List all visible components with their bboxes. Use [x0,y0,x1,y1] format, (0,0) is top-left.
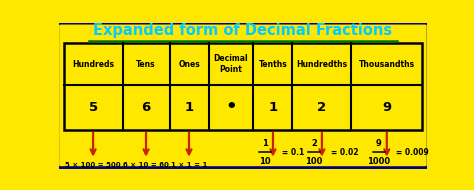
Text: 10: 10 [259,157,271,166]
FancyBboxPatch shape [57,23,428,168]
Text: 5: 5 [89,101,98,114]
Text: Decimal
Point: Decimal Point [214,54,248,74]
Text: 5 × 100 = 500: 5 × 100 = 500 [65,162,121,168]
Text: 1: 1 [262,139,268,148]
Text: Thousandths: Thousandths [359,60,415,69]
Text: = 0.009: = 0.009 [396,148,428,157]
Text: Hundreds: Hundreds [72,60,114,69]
Text: 9: 9 [382,101,392,114]
Text: Hundredths: Hundredths [296,60,347,69]
Text: = 0.1: = 0.1 [282,148,304,157]
Text: Tens: Tens [136,60,156,69]
Text: Ones: Ones [178,60,200,69]
Text: 9: 9 [376,139,382,148]
Text: 2: 2 [311,139,317,148]
Text: 1 × 1 = 1: 1 × 1 = 1 [171,162,207,168]
Text: Expanded form of Decimal Fractions: Expanded form of Decimal Fractions [93,23,392,38]
Bar [64,43,422,130]
Text: 1: 1 [184,101,193,114]
Text: 100: 100 [305,157,322,166]
Text: 2: 2 [318,101,327,114]
Text: 6: 6 [141,101,151,114]
Text: Tenths: Tenths [259,60,287,69]
Text: 1: 1 [268,101,278,114]
Text: = 0.02: = 0.02 [331,148,359,157]
Text: 1000: 1000 [367,157,390,166]
Text: 6 × 10 = 60: 6 × 10 = 60 [123,162,169,168]
Text: •: • [225,98,237,116]
